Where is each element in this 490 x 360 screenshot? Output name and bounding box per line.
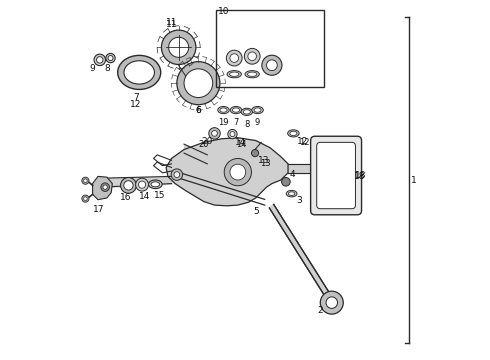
Ellipse shape [227,71,242,78]
Text: 18: 18 [354,172,366,181]
Text: 8: 8 [104,64,110,73]
Text: 12: 12 [130,100,141,109]
Text: 14: 14 [235,138,246,147]
Text: 5: 5 [253,207,259,216]
Text: 11: 11 [166,18,177,27]
Circle shape [228,130,237,139]
Circle shape [174,172,180,177]
Text: 10: 10 [218,7,229,16]
Polygon shape [270,204,334,304]
Ellipse shape [230,107,242,114]
Circle shape [188,73,208,93]
Circle shape [82,177,89,184]
Ellipse shape [289,192,295,195]
Text: 2: 2 [318,306,323,315]
Text: 11: 11 [166,19,177,28]
Text: 20: 20 [202,137,213,146]
Circle shape [184,69,213,98]
Circle shape [106,53,115,63]
Circle shape [161,30,196,64]
Ellipse shape [230,72,239,76]
FancyBboxPatch shape [311,136,362,215]
Text: 1: 1 [412,176,417,185]
Text: 20: 20 [198,140,209,149]
Ellipse shape [247,72,257,76]
Circle shape [124,181,133,190]
Text: 7: 7 [233,118,239,127]
Ellipse shape [286,190,297,197]
Ellipse shape [148,180,162,189]
Circle shape [245,48,260,64]
Circle shape [226,50,242,66]
Circle shape [248,52,256,60]
Text: 19: 19 [218,118,229,127]
Text: 4: 4 [290,170,295,179]
Ellipse shape [252,107,263,114]
Circle shape [82,195,89,202]
Text: 13: 13 [258,157,270,166]
Text: 12: 12 [297,137,309,146]
Ellipse shape [241,108,252,116]
Circle shape [212,131,218,136]
Ellipse shape [218,107,229,114]
Ellipse shape [243,110,250,114]
Circle shape [267,60,277,71]
Text: 7: 7 [133,93,139,102]
Circle shape [94,54,105,66]
Circle shape [326,297,338,309]
Circle shape [230,132,235,136]
Circle shape [84,197,87,201]
Ellipse shape [124,61,154,84]
Circle shape [171,169,183,180]
Circle shape [97,57,103,63]
Text: 16: 16 [120,193,132,202]
Text: 17: 17 [93,205,104,214]
Text: 18: 18 [355,171,366,180]
Text: 14: 14 [236,140,246,149]
Circle shape [136,178,148,191]
Ellipse shape [151,182,160,187]
Text: 12: 12 [299,138,309,147]
Ellipse shape [254,108,261,112]
Polygon shape [93,176,112,200]
Polygon shape [166,138,288,206]
Circle shape [262,55,282,75]
Circle shape [230,164,245,180]
Circle shape [108,55,113,60]
Circle shape [169,37,189,57]
Text: 9: 9 [90,64,96,73]
Circle shape [101,183,109,192]
Circle shape [320,291,343,314]
Ellipse shape [288,130,299,137]
Ellipse shape [118,55,161,89]
Text: 6: 6 [196,105,201,114]
Ellipse shape [290,131,297,135]
Text: 8: 8 [244,120,249,129]
Ellipse shape [220,108,227,112]
Bar [216,10,324,87]
FancyBboxPatch shape [317,142,355,209]
Circle shape [230,54,239,62]
Ellipse shape [232,108,240,112]
Circle shape [84,179,87,183]
Circle shape [139,181,146,188]
Text: 14: 14 [139,192,150,201]
Text: 3: 3 [296,196,302,205]
Text: 6: 6 [196,105,201,114]
Circle shape [177,62,220,105]
Circle shape [103,185,107,189]
Circle shape [282,177,290,186]
Ellipse shape [245,71,259,78]
Circle shape [224,158,251,186]
Circle shape [251,149,259,157]
Circle shape [209,128,221,139]
Text: 9: 9 [255,118,260,127]
Text: 13: 13 [260,159,270,168]
Circle shape [121,177,136,193]
Text: 15: 15 [154,190,166,199]
